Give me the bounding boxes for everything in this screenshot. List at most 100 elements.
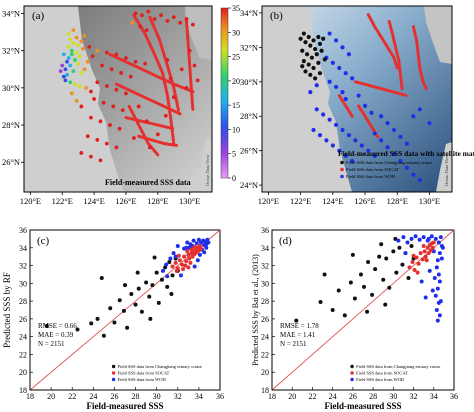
panel-b-cruise-point <box>316 34 321 40</box>
panel-d-label: (d) <box>279 235 292 247</box>
panel-d-point-blue <box>436 272 441 277</box>
panel-a-xtick-label: 120°E <box>20 196 41 206</box>
panel-c-point-red <box>184 259 189 264</box>
panel-d-legend-label: Field SSS data from SOCAT <box>356 371 408 376</box>
panel-d-legend-swatch <box>350 364 354 369</box>
panel-a-sss-point <box>85 59 90 64</box>
panel-d-point-blue <box>435 258 440 263</box>
panel-c-ytick-label: 26 <box>19 315 27 324</box>
panel-d-point-black <box>350 252 355 257</box>
panel-d-point-black <box>348 280 353 285</box>
panel-b-wod-point <box>327 79 332 84</box>
panel-c-ytick-label: 28 <box>19 297 27 306</box>
panel-d-point-blue <box>437 251 442 256</box>
panel-a-taiwan <box>198 138 212 192</box>
panel-c-point-black <box>144 280 149 285</box>
panel-b-wod-point <box>427 121 432 126</box>
panel-d-point-blue <box>434 265 439 270</box>
colorbar-tick-label: 35 <box>232 4 240 13</box>
panel-c-xtick-label: 26 <box>110 392 118 401</box>
panel-a-sss-point <box>120 108 125 113</box>
panel-b-wod-point <box>321 112 326 117</box>
panel-a-sss-point <box>79 39 84 44</box>
panel-b-cruise-point <box>301 59 306 64</box>
panel-b-wod-point <box>372 153 377 158</box>
panel-b-wod-point <box>385 145 390 150</box>
panel-a-sss-point <box>71 41 76 46</box>
panel-c-point-black <box>101 333 106 338</box>
panel-a-sss-point <box>73 82 77 87</box>
panel-b-ytick-label: 26°N <box>240 146 258 156</box>
panel-b-wod-point <box>337 65 342 71</box>
panel-c-xlabel: Field-measured SSS <box>86 401 163 411</box>
panel-d-point-red <box>431 240 436 245</box>
panel-c-point-blue <box>184 245 189 250</box>
panel-b-wod-point <box>343 153 348 158</box>
panel-a-sss-point <box>63 67 68 72</box>
panel-b-ytick-label: 32°N <box>240 42 258 52</box>
panel-b-wod-point <box>343 71 348 76</box>
panel-c-point-red <box>182 254 187 259</box>
panel-c-point-black <box>112 320 117 325</box>
panel-a-sss-point <box>130 20 135 25</box>
panel-c-ytick-label: 36 <box>19 226 27 235</box>
panel-a-sss-point <box>85 134 90 139</box>
panel-a-sss-point <box>184 17 189 21</box>
panel-a-ship-track <box>108 52 195 94</box>
panel-a-sss-point <box>104 84 109 88</box>
panel-b-ytick-label: 24°N <box>240 180 258 190</box>
panel-d-point-black <box>406 276 411 280</box>
panel-b-wod-point <box>340 90 345 95</box>
panel-c-point-red <box>183 263 188 268</box>
panel-d-point-black <box>336 288 341 293</box>
panel-d-point-blue <box>405 240 410 245</box>
panel-c-xtick-label: 18 <box>26 392 34 401</box>
panel-d-point-red <box>414 255 419 260</box>
panel-d-point-black <box>394 270 399 275</box>
panel-c-point-black <box>159 277 164 282</box>
panel-b-wod-point <box>330 143 335 148</box>
panel-d-legend-swatch <box>350 371 354 375</box>
panel-c-point-red <box>188 260 193 265</box>
panel-a-sss-point <box>152 17 157 21</box>
panel-b-wod-point <box>324 138 329 143</box>
panel-c-xtick-label: 32 <box>174 392 182 401</box>
panel-d-xtick-label: 32 <box>410 392 418 401</box>
panel-d-ytick-label: 30 <box>261 279 269 288</box>
panel-a-sss-point <box>95 138 100 142</box>
panel-a-sss-point <box>159 13 163 18</box>
panel-a-sss-point <box>95 80 100 85</box>
panel-d-point-blue <box>427 268 432 273</box>
panel-b-wod-point <box>327 117 332 122</box>
panel-d-point-blue <box>433 293 438 298</box>
panel-b-wod-point <box>417 177 422 183</box>
panel-c-point-blue <box>204 245 209 250</box>
panel-a-sss-point <box>136 104 141 109</box>
panel-b-cruise-point <box>322 57 327 62</box>
panel-c-point-black <box>121 308 126 313</box>
panel-a-sss-point <box>168 76 173 81</box>
colorbar-gradient <box>220 7 229 179</box>
panel-d-point-blue <box>396 238 401 243</box>
panel-b-xtick-label: 120°E <box>258 196 279 206</box>
panel-b-cruise-point <box>306 62 311 67</box>
panel-c-point-blue <box>192 264 197 269</box>
panel-d-point-blue <box>423 295 428 300</box>
panel-d-point-blue <box>432 276 437 280</box>
panel-a-sss-point <box>66 56 71 60</box>
panel-b-wod-point <box>417 107 422 112</box>
panel-c-point-blue <box>173 254 178 259</box>
panel-a-sss-point <box>63 78 68 83</box>
panel-c-xtick-label: 28 <box>132 392 140 401</box>
panel-d-legend-label: Field SSS data from WOD <box>356 377 405 382</box>
panel-d-point-blue <box>436 240 441 245</box>
panel-a-sss-point <box>74 35 79 40</box>
panel-a-sss-point <box>98 158 103 163</box>
panel-b-cruise-point <box>303 69 308 74</box>
panel-c-point-red <box>176 253 181 258</box>
panel-c-point-red <box>199 246 203 251</box>
panel-a-ytick-label: 30°N <box>2 83 20 93</box>
panel-a-sss-point <box>82 33 87 38</box>
panel-d-point-red <box>410 260 415 264</box>
panel-a-sss-point <box>143 61 147 66</box>
